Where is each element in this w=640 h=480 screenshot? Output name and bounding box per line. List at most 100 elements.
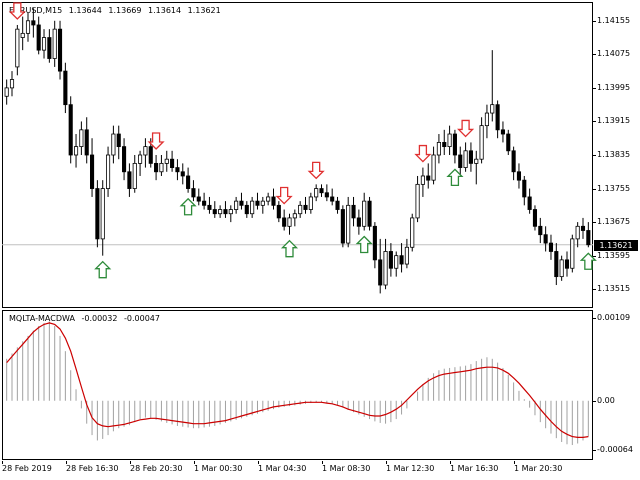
time-axis-label: 1 Mar 08:30 [322,464,371,473]
time-axis-tick [2,461,3,464]
price-axis-tick [593,121,596,123]
candle-body [511,150,516,173]
price-axis-label: 1.13915 [597,116,631,126]
current-price-label: 1.13621 [594,239,638,251]
candle-body [271,196,276,206]
candle-body [495,104,500,131]
price-axis-label: 1.14075 [597,49,631,59]
candle-body [63,70,68,106]
candle-body [250,200,255,215]
ohlc-high: 1.13669 [108,6,142,15]
candle-body [9,79,15,89]
candle-body [164,158,169,164]
candle-body [84,129,89,156]
indicator-header: MQLTA-MACDWA -0.00032 -0.00047 [9,314,164,323]
time-axis-tick [194,461,195,464]
price-axis-label: 1.13755 [597,183,631,193]
candle-body [335,200,340,210]
price-pane[interactable]: EURUSD,M15 1.13644 1.13669 1.13614 1.136… [2,2,593,308]
buy-arrow-icon [179,197,197,216]
candle-body [484,112,489,127]
price-axis-label: 1.14155 [597,15,631,25]
candle-body [111,133,116,156]
price-axis-tick [593,289,596,291]
candle-body [41,37,47,51]
candle-body [367,200,372,227]
candle-body [570,238,575,269]
candle-body [106,154,111,189]
candle-body [474,158,479,164]
candle-body [207,204,212,210]
sell-arrow-icon [275,186,293,205]
candle-body [47,37,52,59]
candle-body [356,217,361,227]
candle-body [559,259,564,278]
candle-body [404,246,409,265]
ohlc-low: 1.13614 [148,6,182,15]
time-axis-label: 1 Mar 00:30 [194,464,243,473]
indicator-axis: 0.00109 0.00 -0.00064 [593,310,640,461]
candle-body [132,162,137,189]
candle-body [186,175,191,189]
indicator-axis-tick [593,400,596,402]
candle-body [223,209,228,215]
candle-body [25,20,31,34]
candle-body [239,200,244,206]
candle-body [447,133,452,148]
price-axis-label: 1.13675 [597,217,631,227]
time-axis-label: 1 Mar 16:30 [450,464,499,473]
time-axis-tick [450,461,451,464]
candle-body [4,87,9,97]
candle-body [292,213,297,219]
candle-body [468,150,473,164]
candle-body [196,196,201,202]
buy-arrow-icon [94,260,112,279]
candle-body [383,251,388,286]
candle-body [143,146,148,156]
candle-body [319,188,324,194]
price-axis-tick [593,155,596,156]
candle-body [287,217,292,227]
candle-body [20,32,25,38]
indicator-value-2: -0.00047 [124,314,160,323]
indicator-pane[interactable]: MQLTA-MACDWA -0.00032 -0.00047 [2,310,593,460]
price-axis-label: 1.13835 [597,150,631,159]
price-axis-tick [593,188,596,190]
candle-body [89,154,95,189]
candle-body [575,225,580,240]
time-axis-tick [322,461,323,464]
candle-body [372,225,377,261]
candle-body [308,196,313,210]
candle-body [191,188,196,198]
sell-arrow-icon [457,119,475,138]
candle-body [314,188,319,198]
candle-body [500,129,506,135]
candle-body [516,171,522,181]
candle-body [436,142,441,156]
candle-body [324,192,329,198]
candle-body [36,24,41,51]
candle-body [180,171,185,177]
candle-body [138,154,143,164]
sell-arrow-icon [147,132,165,150]
candle-body [452,133,457,156]
candle-body [538,225,543,236]
price-axis-tick [593,255,596,257]
indicator-axis-label: -0.00064 [597,444,633,454]
candle-body [458,154,463,168]
candle-body [346,204,351,244]
candle-body [170,158,175,168]
candle-body [580,225,586,231]
symbol-header: EURUSD,M15 1.13644 1.13669 1.13614 1.136… [9,6,225,15]
symbol-label: EURUSD,M15 [9,6,63,15]
candle-body [394,255,399,269]
price-axis-tick [593,54,596,56]
candle-body [276,204,281,219]
price-axis-tick [593,20,596,22]
candle-body [532,209,538,227]
candle-body [586,230,591,246]
price-axis-label: 1.13595 [597,250,631,260]
candle-body [175,167,180,173]
